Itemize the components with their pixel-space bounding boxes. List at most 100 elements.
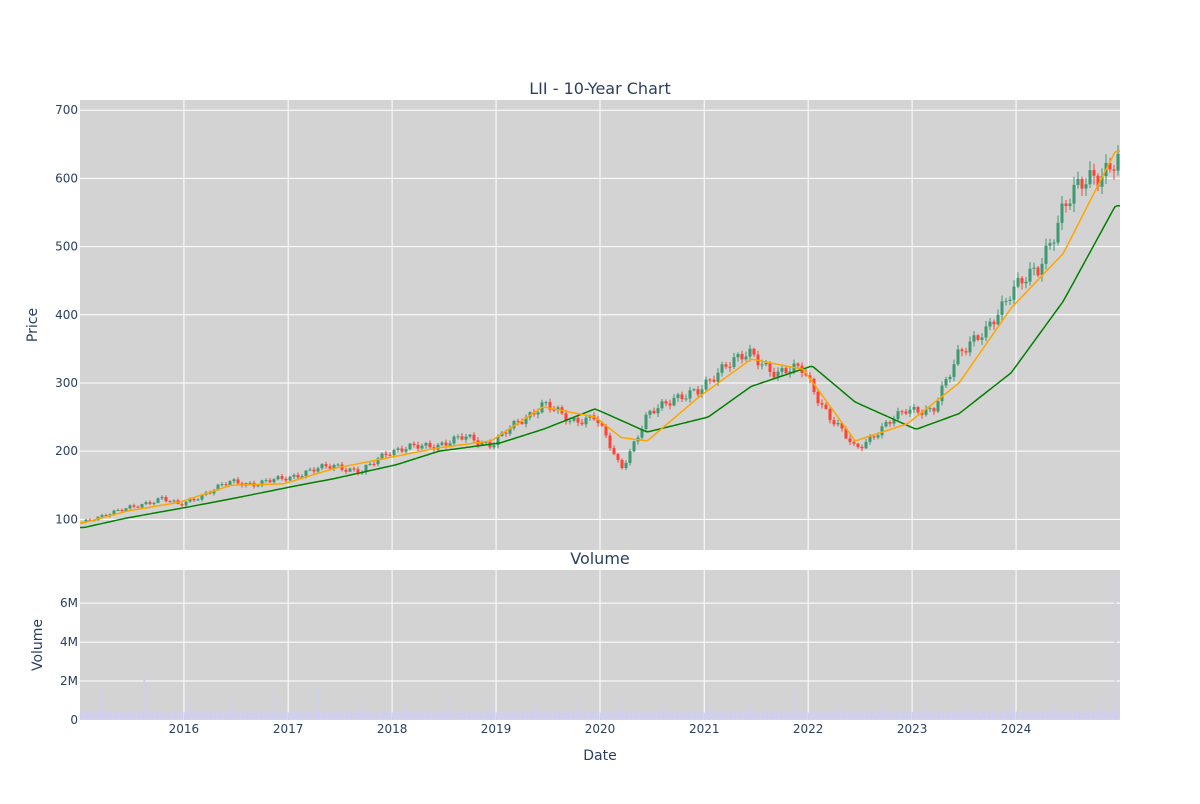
volume-bar [347, 712, 350, 720]
candle-body [996, 314, 1000, 325]
volume-bar [1025, 711, 1029, 720]
volume-bar [912, 711, 915, 720]
volume-bar [466, 711, 469, 720]
volume-bar [671, 710, 675, 720]
volume-bar [614, 712, 618, 720]
volume-bar [92, 711, 95, 720]
volume-bar [996, 713, 999, 720]
volume-bar [426, 712, 429, 720]
volume-bar [656, 711, 660, 720]
volume-bar [691, 711, 694, 720]
volume-bar [827, 710, 831, 720]
candle-body [928, 408, 932, 410]
candle-body [312, 469, 316, 472]
candle-body [100, 515, 104, 517]
volume-y-axis-title: Volume [30, 619, 46, 671]
volume-bar [305, 712, 308, 720]
volume-bar [540, 711, 543, 720]
volume-bar [869, 710, 873, 720]
volume-bar [441, 712, 444, 720]
candle-body [372, 463, 376, 465]
volume-bar [377, 710, 380, 720]
volume-bar [1050, 710, 1053, 720]
candle-body [900, 411, 904, 413]
candle-body [280, 476, 284, 479]
volume-bar [1045, 711, 1048, 720]
candle-body [264, 480, 268, 482]
volume-bar [327, 710, 330, 720]
volume-bar [201, 712, 204, 720]
volume-bar [312, 712, 315, 720]
volume-bar [545, 712, 548, 720]
candle-body [200, 494, 204, 500]
volume-bar [686, 711, 689, 720]
candle-body [960, 349, 964, 352]
volume-bar [949, 711, 952, 720]
volume-bar [283, 710, 286, 720]
volume-bar [505, 710, 509, 720]
volume-y-tick-label: 2M [60, 674, 78, 688]
volume-bar [978, 713, 982, 720]
volume-bar [364, 712, 367, 720]
volume-bar [228, 711, 231, 720]
volume-bar [196, 711, 199, 720]
volume-bar [600, 712, 603, 720]
volume-bar [1003, 712, 1006, 720]
volume-bar [176, 711, 179, 720]
volume-bar [161, 710, 164, 720]
candle-body [1108, 162, 1112, 170]
volume-bar [216, 711, 219, 720]
candle-body [680, 394, 684, 400]
volume-bar [575, 711, 578, 720]
candle-body [352, 468, 356, 470]
candle-body [784, 368, 788, 374]
volume-bar [369, 710, 372, 720]
volume-bar [565, 711, 568, 720]
volume-bar [1008, 711, 1011, 720]
volume-bar [104, 712, 107, 720]
volume-bar [800, 711, 803, 720]
volume-bar [156, 712, 159, 720]
candle-body [220, 484, 224, 486]
volume-bar [639, 710, 642, 720]
volume-bar [931, 710, 935, 720]
volume-bar [322, 713, 325, 720]
volume-bar [387, 710, 390, 720]
candle-body [848, 438, 852, 443]
volume-bar [1085, 711, 1088, 720]
volume-bar [840, 712, 843, 720]
volume-bar [822, 713, 826, 720]
volume-bar [245, 711, 249, 720]
volume-bar [562, 712, 566, 720]
volume-bar [352, 711, 355, 720]
volume-bar [198, 711, 202, 720]
candle-body [452, 436, 456, 444]
candle-body [412, 443, 416, 445]
candle-body [980, 337, 984, 340]
volume-bar [788, 712, 791, 720]
volume-bar [127, 710, 130, 720]
volume-bar [587, 710, 590, 720]
volume-spike-bar [836, 702, 839, 720]
volume-bar [1072, 711, 1076, 720]
candle-body [944, 379, 948, 386]
volume-bar [926, 713, 930, 720]
volume-bar [297, 711, 301, 720]
volume-y-tick-label: 4M [60, 635, 78, 649]
volume-spike-bar [793, 690, 796, 720]
candle-body [296, 474, 300, 478]
volume-bar [439, 710, 442, 720]
volume-bar [907, 711, 910, 720]
candle-body [172, 500, 176, 502]
volume-bar [362, 710, 365, 720]
candle-body [696, 389, 700, 395]
volume-bar [513, 711, 516, 720]
candle-body [552, 409, 556, 411]
candle-body [160, 497, 164, 499]
candle-body [1072, 184, 1076, 204]
volume-bar [292, 711, 296, 720]
volume-bar [523, 711, 526, 720]
volume-bar [1058, 711, 1061, 720]
volume-bar [756, 712, 759, 720]
